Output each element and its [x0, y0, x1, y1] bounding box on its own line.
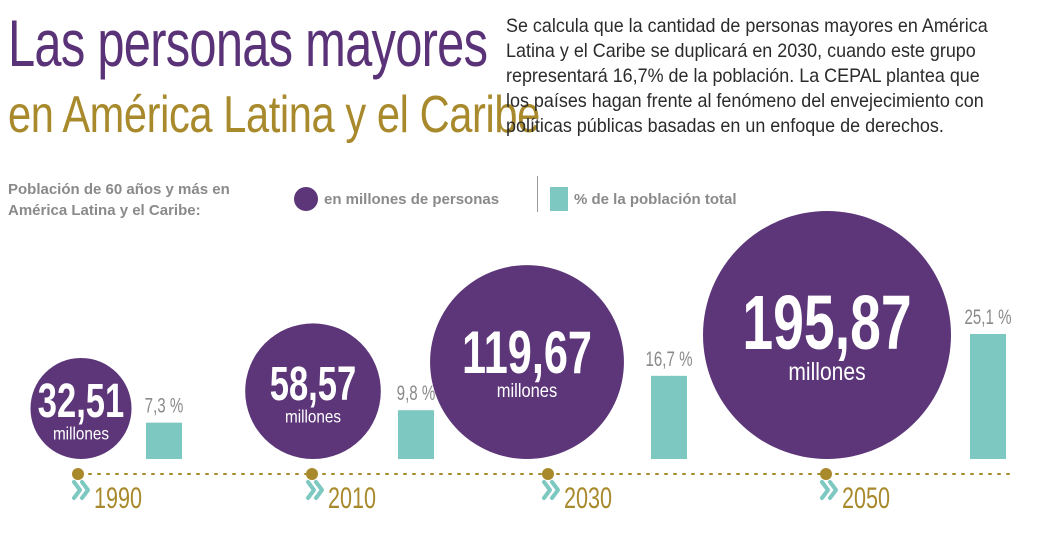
population-circle-2050 [703, 211, 951, 459]
percent-bar-2010 [398, 410, 434, 459]
timeline-dot-2050 [820, 468, 832, 480]
chevron-right-icon [306, 480, 324, 500]
timeline-dot-2030 [542, 468, 554, 480]
percent-label-2050: 25,1 % [964, 304, 1011, 328]
population-value-2010: 58,57 [270, 356, 356, 410]
legend-divider [537, 176, 538, 212]
population-unit-label-1990: millones [53, 423, 109, 443]
intro-paragraph: Se calcula que la cantidad de personas m… [506, 15, 988, 137]
year-label-2010: 2010 [328, 480, 376, 514]
timeline-dot-2010 [306, 468, 318, 480]
legend-circle-label: en millones de personas [324, 190, 500, 208]
population-circle-1990 [30, 357, 132, 459]
population-unit-label-2030: millones [497, 380, 557, 402]
circle-swatch-icon [294, 187, 318, 211]
percent-label-1990: 7,3 % [145, 393, 184, 417]
timeline-dot-1990 [72, 468, 84, 480]
percent-bar-1990 [146, 422, 182, 459]
population-value-2030: 119,67 [462, 320, 592, 387]
chart-subtitle: Población de 60 años y más en América La… [8, 181, 230, 219]
page-title: Las personas mayores [8, 6, 488, 80]
population-circle-2010 [245, 323, 381, 459]
year-label-1990: 1990 [94, 480, 142, 514]
year-label-2030: 2030 [564, 480, 612, 514]
percent-bar-2050 [970, 334, 1006, 459]
percent-label-2030: 16,7 % [645, 346, 692, 370]
percent-label-2010: 9,8 % [397, 381, 436, 405]
population-circle-2030 [430, 265, 624, 459]
legend-circle-item: en millones de personas [294, 184, 499, 214]
population-value-1990: 32,51 [38, 374, 124, 428]
chevron-right-icon [72, 480, 90, 500]
percent-bar-2030 [651, 375, 687, 459]
population-unit-label-2010: millones [285, 406, 341, 426]
year-label-2050: 2050 [842, 480, 890, 514]
legend-bar-item: % de la población total [550, 184, 737, 214]
population-unit-label-2050: millones [788, 357, 865, 385]
legend-bar-label: % de la población total [574, 190, 737, 208]
chevron-right-icon [542, 480, 560, 500]
page-subtitle: en América Latina y el Caribe [8, 86, 540, 144]
population-value-2050: 195,87 [742, 280, 911, 366]
bar-swatch-icon [550, 187, 568, 211]
chevron-right-icon [820, 480, 838, 500]
